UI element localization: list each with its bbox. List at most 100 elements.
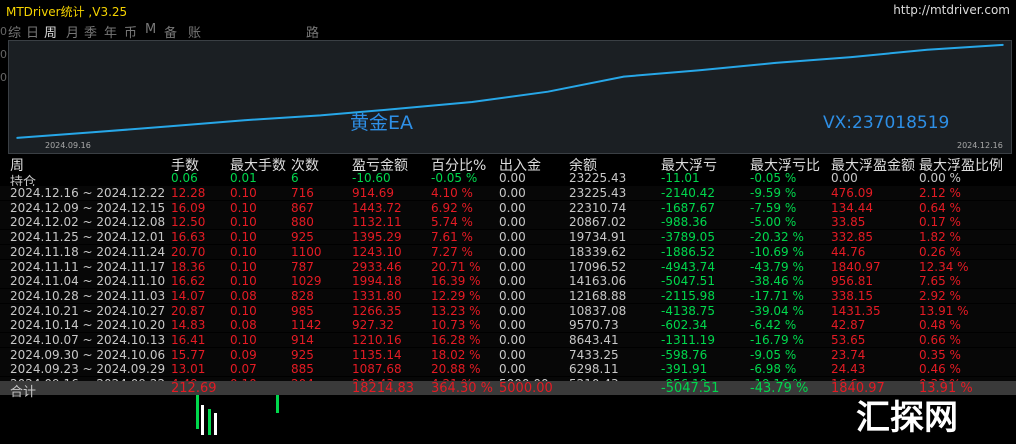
col-pct[interactable]: 百分比% — [431, 158, 487, 174]
row-pct: 7.61 % — [431, 230, 473, 245]
col-pnl[interactable]: 盈亏金额 — [352, 158, 408, 174]
tab-5[interactable]: 年 — [104, 26, 118, 41]
table-row[interactable]: 2024.09.23 ~ 2024.09.29 13.01 0.07 885 1087.… — [0, 362, 1016, 377]
hold-balance: 23225.43 — [569, 171, 627, 185]
row-deposit: 0.00 — [499, 347, 526, 362]
table-row[interactable]: 2024.12.16 ~ 2024.12.22 12.28 0.10 716 914.6… — [0, 186, 1016, 200]
row-lots: 20.70 — [171, 244, 206, 259]
table-row[interactable]: 2024.11.11 ~ 2024.11.17 18.36 0.10 787 2933.… — [0, 259, 1016, 274]
row-max-float-profit: 23.74 — [831, 347, 866, 362]
row-max-lots: 0.10 — [230, 215, 257, 230]
equity-point — [16, 137, 18, 139]
candle-bar — [196, 395, 199, 429]
row-lots: 20.87 — [171, 303, 206, 318]
table-row[interactable]: 2024.11.25 ~ 2024.12.01 16.63 0.10 925 1395.… — [0, 230, 1016, 245]
table-row[interactable]: 2024.12.09 ~ 2024.12.15 16.09 0.10 867 1443.… — [0, 200, 1016, 215]
row-balance: 7433.25 — [569, 347, 619, 362]
row-pct: 6.92 % — [431, 200, 473, 215]
col-max-float-loss-pct[interactable]: 最大浮亏比 — [750, 158, 820, 174]
row-pnl: 1331.80 — [352, 288, 402, 303]
equity-point — [850, 56, 853, 58]
tab-2[interactable]: 周 — [44, 26, 58, 41]
watermark-logo: 汇探网 — [856, 395, 1006, 438]
row-balance: 22310.74 — [569, 200, 627, 215]
table-row[interactable]: 2024.09.30 ~ 2024.10.06 15.77 0.09 925 1135.… — [0, 347, 1016, 362]
row-max-lots: 0.08 — [230, 318, 257, 333]
row-max-float-loss: -602.34 — [661, 318, 708, 333]
row-pnl: 1266.35 — [352, 303, 402, 318]
row-balance: 10837.08 — [569, 303, 627, 318]
table-row-total[interactable]: 合计 212.69 18214.83 364.30 % 5000.00 -5047.51 -… — [0, 381, 1016, 400]
title-bar: MTDriver统计 ,V3.25 http://mtdriver.com — [0, 0, 1016, 20]
hold-pct: -0.05 % — [431, 171, 478, 185]
row-week: 2024.09.23 ~ 2024.09.29 — [10, 362, 166, 377]
row-pnl: 1994.18 — [352, 274, 402, 289]
tab-8[interactable]: 备 — [164, 26, 178, 41]
row-max-float-loss-pct: -5.00 % — [750, 215, 797, 230]
row-max-float-profit: 134.44 — [831, 200, 873, 215]
row-max-float-profit-pct: 0.66 % — [919, 333, 961, 347]
hold-max-float-profit: 0.00 — [831, 171, 858, 185]
row-week: 2024.10.14 ~ 2024.10.20 — [10, 318, 166, 333]
row-max-float-loss-pct: -16.79 % — [750, 333, 804, 347]
col-max-float-loss[interactable]: 最大浮亏 — [661, 158, 717, 174]
row-pct: 10.73 % — [431, 318, 481, 333]
table-row[interactable]: 2024.10.28 ~ 2024.11.03 14.07 0.08 828 1331.… — [0, 288, 1016, 303]
col-max-lots[interactable]: 最大手数 — [230, 158, 286, 174]
table-row[interactable]: 2024.11.18 ~ 2024.11.24 20.70 0.10 1100 1243… — [0, 244, 1016, 259]
left-axis-label: 0 — [0, 25, 7, 38]
row-max-lots: 0.08 — [230, 288, 257, 303]
tab-6[interactable]: 币 — [124, 26, 138, 41]
row-lots: 16.62 — [171, 274, 206, 289]
equity-point — [698, 69, 701, 71]
col-week[interactable]: 周 — [10, 158, 24, 174]
total-lots: 212.69 — [171, 381, 217, 396]
col-deposit[interactable]: 出入金 — [499, 158, 541, 174]
row-balance: 20867.02 — [569, 215, 627, 230]
row-max-float-loss: -4943.74 — [661, 259, 715, 274]
table-row[interactable]: 2024.11.04 ~ 2024.11.10 16.62 0.10 1029 1994… — [0, 274, 1016, 289]
total-max-float-profit: 1840.97 — [831, 381, 885, 396]
row-deposit: 0.00 — [499, 362, 526, 377]
table-row[interactable]: 2024.12.02 ~ 2024.12.08 12.50 0.10 880 1132.… — [0, 215, 1016, 230]
col-max-float-profit-pct[interactable]: 最大浮盈比例 — [919, 158, 1003, 174]
table-row[interactable]: 2024.10.21 ~ 2024.10.27 20.87 0.10 985 1266.… — [0, 303, 1016, 318]
row-lots: 14.07 — [171, 288, 206, 303]
tab-7[interactable]: M — [145, 22, 157, 37]
row-pct: 7.27 % — [431, 244, 473, 259]
watermark-logo-svg: 汇探网 — [856, 398, 958, 438]
tab-3[interactable]: 月 — [66, 26, 80, 41]
tab-0[interactable]: 综 — [8, 26, 22, 41]
row-max-lots: 0.10 — [230, 244, 257, 259]
table-row-hold[interactable]: 持仓 0.06 0.01 6 -10.60 -0.05 % 0.00 23225.43 -11.… — [0, 171, 1016, 190]
row-pnl: 1087.68 — [352, 362, 402, 377]
row-deposit: 0.00 — [499, 318, 526, 333]
col-count[interactable]: 次数 — [291, 158, 319, 174]
row-week: 2024.12.16 ~ 2024.12.22 — [10, 186, 166, 200]
tab-4[interactable]: 季 — [84, 26, 98, 41]
row-balance: 9570.73 — [569, 318, 619, 333]
equity-point — [471, 101, 473, 103]
tab-1[interactable]: 日 — [26, 26, 40, 41]
col-lots[interactable]: 手数 — [171, 158, 199, 174]
left-axis-label: 0 — [0, 71, 7, 84]
row-max-lots: 0.10 — [230, 303, 257, 318]
total-max-float-loss-pct: -43.79 % — [750, 381, 809, 396]
row-max-float-profit: 956.81 — [831, 274, 873, 289]
row-max-lots: 0.09 — [230, 347, 257, 362]
total-max-float-profit-pct: 13.91 % — [919, 381, 973, 396]
col-max-float-profit[interactable]: 最大浮盈金额 — [831, 158, 915, 174]
row-lots: 13.01 — [171, 362, 206, 377]
chart-overlay-text: 黄金EA — [350, 112, 414, 134]
col-balance[interactable]: 余额 — [569, 158, 597, 174]
row-max-float-profit: 44.76 — [831, 244, 866, 259]
row-balance: 8643.41 — [569, 333, 619, 347]
row-max-float-loss: -1311.19 — [661, 333, 715, 347]
total-deposit: 5000.00 — [499, 381, 553, 396]
chart-end-date: 2024.12.16 — [957, 141, 1003, 150]
website-link[interactable]: http://mtdriver.com — [893, 3, 1010, 17]
row-max-float-profit: 33.85 — [831, 215, 866, 230]
table-row[interactable]: 2024.10.14 ~ 2024.10.20 14.83 0.08 1142 927.… — [0, 318, 1016, 333]
row-max-float-loss: -598.76 — [661, 347, 708, 362]
table-row[interactable]: 2024.10.07 ~ 2024.10.13 16.41 0.10 914 1210.… — [0, 333, 1016, 347]
